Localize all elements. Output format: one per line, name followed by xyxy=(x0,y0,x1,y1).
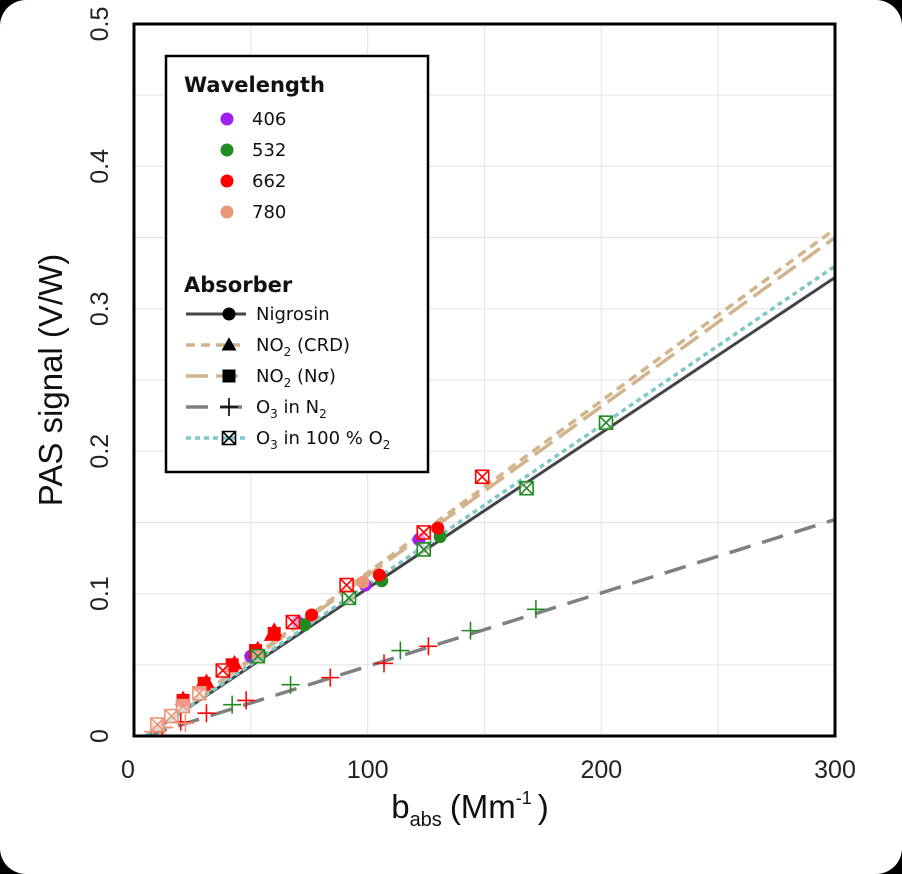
data-point-o3-n2-662 xyxy=(321,668,340,687)
legend-wavelength-label: 662 xyxy=(252,171,286,192)
legend-label-part: 2 xyxy=(383,438,391,452)
legend-box xyxy=(164,54,430,474)
legend-label-part: 3 xyxy=(270,407,278,421)
legend-label-part: NO xyxy=(256,335,284,356)
data-point-o3-n2-532 xyxy=(526,600,545,619)
data-point-o3-o2-532 xyxy=(250,648,266,664)
data-point-o3-o2-780 xyxy=(175,698,191,714)
legend-wavelength-marker xyxy=(220,112,234,126)
data-point-o3-o2-662 xyxy=(474,469,490,485)
x-tick-label: 0 xyxy=(121,756,135,784)
y-tick-label: 0 xyxy=(86,729,114,743)
y-tick-label: 0.4 xyxy=(86,149,114,184)
data-point-o3-o2-532 xyxy=(598,415,614,431)
data-point-o3-o2-532 xyxy=(341,590,357,606)
data-point-o3-o2-662 xyxy=(416,525,432,540)
legend-label-part: 2 xyxy=(284,345,292,359)
legend-wavelength-label: 406 xyxy=(252,109,286,130)
legend-label-part: (Nσ) xyxy=(291,366,336,387)
x-tick-label: 100 xyxy=(347,756,389,784)
legend-absorber-label: O3 in 100 % O2 xyxy=(256,428,390,452)
legend-label-part: 2 xyxy=(319,407,327,421)
y-tick-label: 0.1 xyxy=(86,576,114,611)
data-point-o3-n2-662 xyxy=(237,691,256,710)
data-point-o3-o2-532 xyxy=(416,542,432,557)
data-point-o3-n2-532 xyxy=(281,675,300,694)
data-point-o3-o2-780 xyxy=(150,717,165,732)
data-point-o3-o2-662 xyxy=(339,577,354,593)
legend-absorber-marker xyxy=(222,369,236,383)
data-point-nigrosin-662 xyxy=(431,521,445,535)
data-point-nigrosin-662 xyxy=(372,568,386,582)
data-point-o3-n2-532 xyxy=(461,621,480,640)
legend-label-part: in N xyxy=(278,397,319,418)
legend-wavelength-title: Wavelength xyxy=(184,73,325,97)
legend-label-part: O xyxy=(256,428,270,449)
data-point-nigrosin-662 xyxy=(305,608,319,622)
legend-label-part: 3 xyxy=(270,438,278,452)
data-point-o3-n2-532 xyxy=(223,695,242,714)
data-point-nigrosin-780 xyxy=(356,575,370,589)
legend-label-part: in 100 % O xyxy=(278,428,383,449)
legend-absorber-marker xyxy=(222,307,236,321)
y-tick-labels: 0 0.1 0.2 0.3 0.4 0.5 xyxy=(86,7,114,743)
data-points xyxy=(143,415,614,736)
data-point-o3-o2-780 xyxy=(164,708,179,724)
data-point-o3-n2-662 xyxy=(197,704,216,723)
plot-frame xyxy=(132,22,837,738)
y-tick-label: 0.2 xyxy=(86,434,114,469)
legend-absorber-label: Nigrosin xyxy=(256,304,330,325)
legend-absorber-label: NO2 (Nσ) xyxy=(256,366,336,390)
legend-label-part: 2 xyxy=(284,376,292,390)
data-point-o3-o2-662 xyxy=(215,663,231,678)
legend-absorber-label: O3 in N2 xyxy=(256,397,327,421)
x-tick-label: 200 xyxy=(580,756,622,784)
data-point-o3-o2-532 xyxy=(519,480,534,496)
fit-line-o3-n2 xyxy=(145,517,835,736)
legend-wavelength-marker xyxy=(220,205,234,219)
legend-absorber-marker xyxy=(221,337,237,351)
data-point-no2-ns-662 xyxy=(267,626,281,640)
legend-wavelength-label: 780 xyxy=(252,202,286,223)
data-point-nigrosin-532 xyxy=(298,618,312,632)
legend-wavelength-marker xyxy=(220,174,234,188)
x-axis-label: babs (Mm-1) xyxy=(391,788,549,831)
legend-absorber-title: Absorber xyxy=(184,273,293,297)
x-tick-labels: 0 100 200 300 xyxy=(121,756,856,784)
legend: Wavelength 406 532 662 780 Absorber Nigrosi… xyxy=(164,54,430,474)
y-tick-label: 0.3 xyxy=(86,291,114,326)
legend-wavelength-marker xyxy=(220,143,234,157)
y-axis-label: PAS signal (V/W) xyxy=(32,254,69,506)
legend-label-part: O xyxy=(256,397,270,418)
data-point-o3-o2-662 xyxy=(285,614,301,630)
data-point-o3-n2-662 xyxy=(375,654,394,673)
legend-label-part: NO xyxy=(256,366,284,387)
data-point-o3-n2-532 xyxy=(391,641,410,660)
data-point-o3-n2-662 xyxy=(419,637,438,656)
legend-label-part: (CRD) xyxy=(291,335,350,356)
data-point-o3-n2-780 xyxy=(176,714,195,733)
legend-absorber-marker xyxy=(220,398,238,416)
legend-wavelength-label: 532 xyxy=(252,140,286,161)
data-point-o3-o2-780 xyxy=(192,685,207,701)
legend-absorber-marker xyxy=(221,430,237,446)
legend-absorber-label: NO2 (CRD) xyxy=(256,335,350,359)
x-tick-label: 300 xyxy=(814,756,856,784)
y-tick-label: 0.5 xyxy=(86,7,114,42)
